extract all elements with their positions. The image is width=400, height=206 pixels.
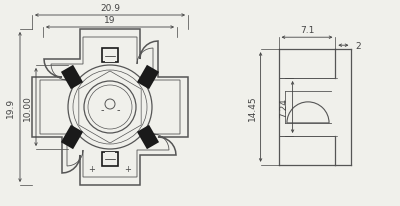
Text: -: -: [100, 104, 104, 115]
Polygon shape: [61, 125, 83, 149]
Polygon shape: [61, 66, 83, 90]
Text: +: +: [88, 165, 96, 174]
Bar: [105, 152, 115, 158]
Text: 19.9: 19.9: [6, 97, 15, 117]
Polygon shape: [137, 125, 159, 149]
Text: 10.00: 10.00: [23, 95, 32, 120]
Text: 2: 2: [356, 41, 361, 50]
Text: -: -: [116, 104, 120, 115]
Text: 14.45: 14.45: [248, 95, 257, 120]
Text: 7.1: 7.1: [300, 26, 314, 35]
Polygon shape: [137, 66, 159, 90]
Bar: [102, 152, 118, 166]
Bar: [105, 57, 115, 63]
Bar: [102, 49, 118, 63]
Text: 7.24: 7.24: [280, 98, 289, 117]
Text: 19: 19: [104, 16, 116, 25]
Text: 20.9: 20.9: [100, 4, 120, 13]
Text: +: +: [124, 165, 132, 174]
